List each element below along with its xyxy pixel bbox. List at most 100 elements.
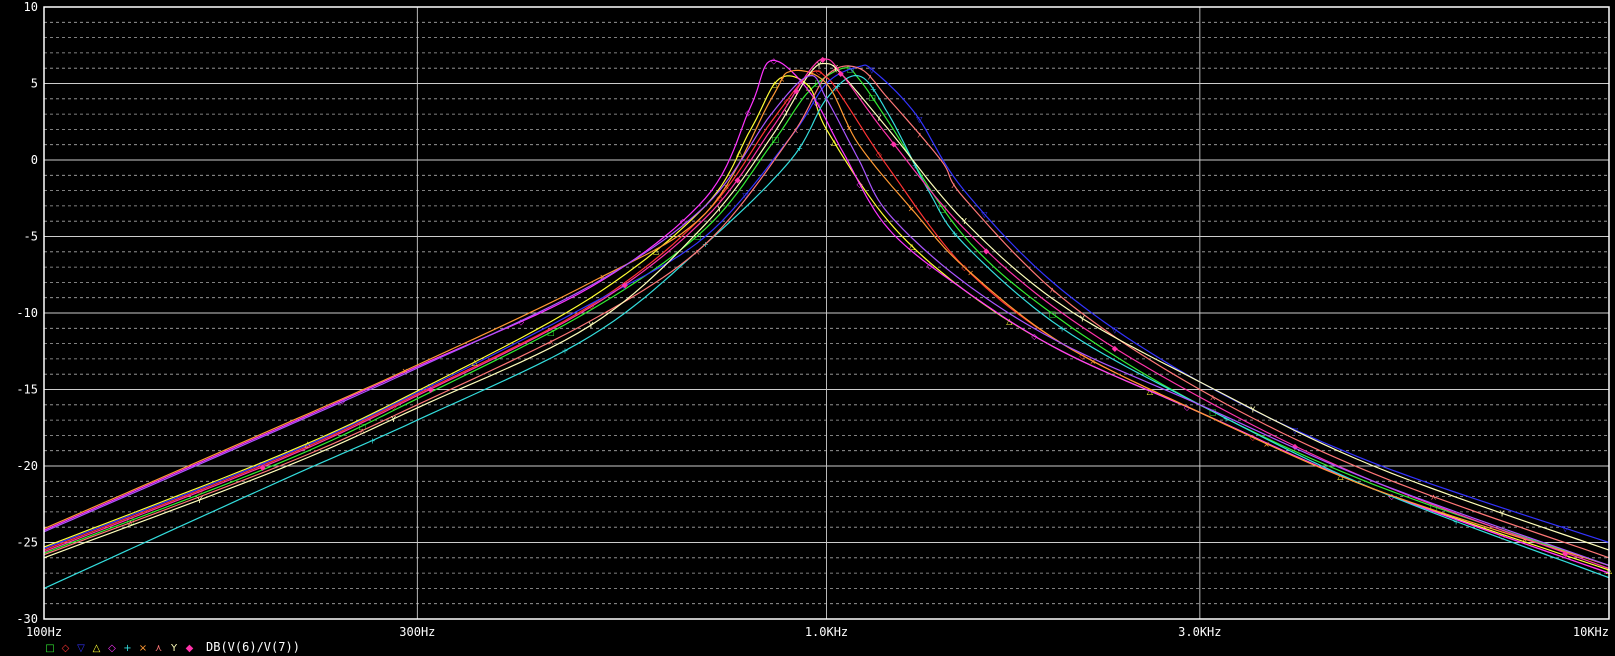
series-marker: ◆: [1112, 344, 1119, 353]
series-marker: +: [912, 161, 919, 170]
legend-marker: ▽: [77, 643, 85, 654]
series-marker: ◇: [716, 194, 723, 203]
legend-marker: ⋏: [155, 643, 162, 654]
series-marker: +: [1453, 517, 1460, 526]
series-marker: ▽: [869, 65, 876, 74]
series-marker: △: [771, 80, 778, 89]
series-marker: □: [814, 78, 822, 87]
legend-marker: ◇: [108, 643, 116, 654]
series-marker: ◇: [816, 68, 823, 77]
x-tick-label: 10KHz: [1573, 625, 1609, 639]
series-marker: Y: [783, 108, 789, 117]
series-marker: ⋏: [867, 73, 873, 82]
series-line: [43, 74, 1610, 589]
series-marker: ◆: [1292, 442, 1299, 451]
series-marker: ◆: [983, 246, 990, 255]
series-marker: ×: [1521, 535, 1528, 544]
series-marker: ◇: [339, 396, 346, 405]
series-marker: +: [870, 85, 877, 94]
series-marker: □: [359, 422, 367, 431]
series-marker: △: [806, 83, 813, 92]
series-marker: ◆: [820, 55, 827, 64]
x-tick-label: 100Hz: [26, 625, 62, 639]
series-marker: △: [736, 148, 743, 157]
series-marker: ◇: [588, 301, 595, 310]
legend-marker: □: [45, 643, 54, 654]
series-marker: ⋏: [1431, 493, 1437, 502]
series-marker: ◇: [784, 97, 791, 106]
plot-border: [43, 6, 1610, 620]
series-marker: ◆: [793, 87, 800, 96]
series-line: [43, 65, 1610, 559]
series-marker: ×: [967, 269, 974, 278]
series-marker: ⋏: [951, 181, 957, 190]
y-tick-label: -30: [16, 612, 38, 626]
series-marker: □: [772, 135, 780, 144]
series-marker: ⋏: [917, 131, 923, 140]
series-marker: ⋏: [548, 338, 554, 347]
series-marker: ◇: [745, 109, 752, 118]
series-line: [43, 64, 1610, 550]
legend-marker: +: [123, 643, 131, 654]
series-marker: ⋏: [1210, 393, 1216, 402]
series-line: [43, 69, 1610, 566]
series-marker: Y: [716, 205, 722, 214]
y-axis: 10 5 0 -5 -10 -15 -20 -25 -30: [16, 0, 38, 626]
series-marker: ⋏: [127, 519, 133, 528]
series-line: [43, 74, 1610, 566]
series-marker: □: [694, 232, 702, 241]
series-marker: ⋏: [832, 65, 838, 74]
series-marker: ×: [808, 69, 815, 78]
series-marker: Y: [875, 114, 881, 123]
series-marker: +: [1223, 414, 1230, 423]
series-marker: ◆: [891, 140, 898, 149]
series-marker: ◆: [1562, 549, 1569, 558]
series-marker: □: [1049, 310, 1057, 319]
series-marker: ◆: [622, 281, 629, 290]
legend-expression: DB(V(6)/V(7)): [206, 640, 300, 654]
y-tick-label: -25: [16, 536, 38, 550]
y-tick-label: 10: [24, 0, 38, 14]
series-marker: ◇: [927, 261, 934, 270]
series-marker: ▽: [1112, 325, 1119, 334]
y-tick-label: 5: [31, 77, 38, 91]
series-line: [43, 67, 1610, 566]
series-marker: ◇: [1031, 332, 1038, 341]
series-marker: ◇: [680, 217, 687, 226]
series-marker: ◇: [876, 150, 883, 159]
y-tick-label: -20: [16, 459, 38, 473]
series-marker: ×: [908, 204, 915, 213]
series-marker: △: [831, 138, 838, 147]
y-tick-label: 0: [31, 153, 38, 167]
series-marker: +: [951, 230, 958, 239]
x-tick-label: 300Hz: [399, 625, 435, 639]
series-marker: □: [868, 93, 876, 102]
series-marker: Y: [1249, 405, 1255, 414]
series-marker: Y: [1499, 509, 1505, 518]
series-marker: +: [796, 144, 803, 153]
series-marker: Y: [816, 60, 822, 69]
series-marker: ◆: [428, 385, 435, 394]
x-axis: 100Hz 300Hz 1.0KHz 3.0KHz 10KHz: [26, 625, 1609, 639]
series-marker: ◇: [196, 486, 203, 495]
series-marker: ⋏: [694, 248, 700, 257]
series-line: [43, 62, 1610, 559]
series-marker: ▽: [621, 282, 628, 291]
series-marker: +: [1059, 324, 1066, 333]
series-marker: ▽: [849, 65, 856, 74]
legend-marker: ◆: [186, 643, 194, 654]
series-marker: △: [909, 242, 916, 251]
x-tick-label: 3.0KHz: [1178, 625, 1221, 639]
legend-markers: □ ◇ ▽ △ ◇ + × ⋏ Y ◆: [45, 643, 193, 654]
series-marker: ▽: [260, 460, 267, 469]
series-marker: Y: [832, 64, 838, 73]
series-marker: ⋏: [359, 427, 365, 436]
legend: □ ◇ ▽ △ ◇ + × ⋏ Y ◆ DB(V(6)/V(7)): [45, 640, 300, 654]
series-marker: ◇: [814, 100, 821, 109]
y-tick-label: -5: [24, 230, 38, 244]
series-marker: ×: [402, 367, 409, 376]
series-marker: △: [653, 247, 660, 256]
series-marker: ▽: [1562, 524, 1569, 533]
series-marker: ◇: [771, 56, 778, 65]
series-marker: Y: [1079, 314, 1085, 323]
